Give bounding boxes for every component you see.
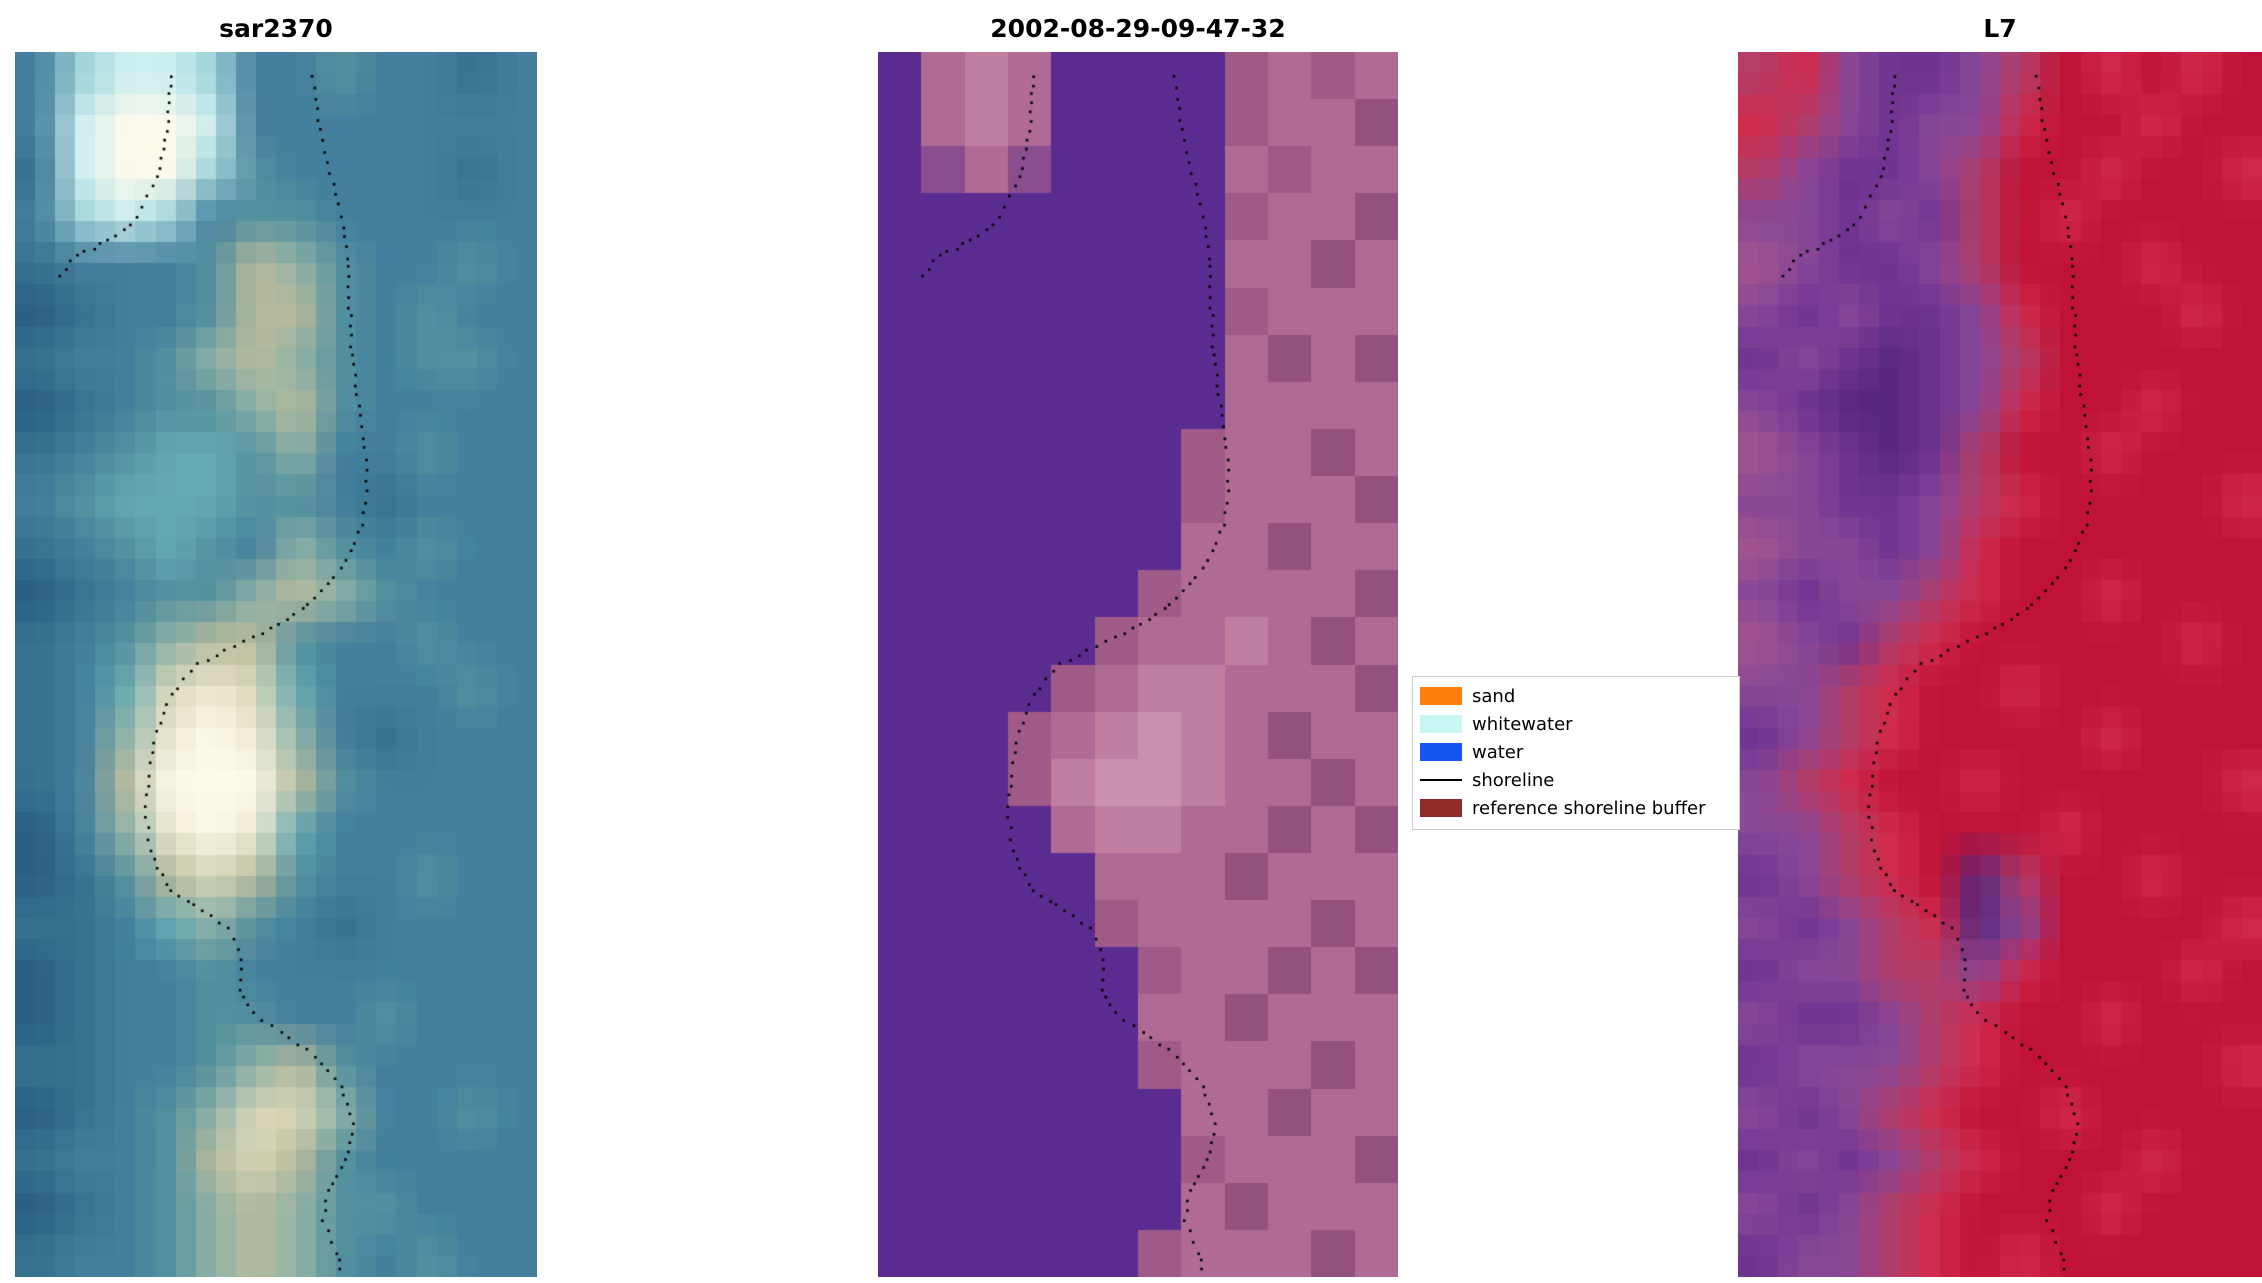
legend-label-whitewater: whitewater	[1472, 713, 1573, 735]
legend-item-shoreline: shoreline	[1420, 766, 1732, 794]
legend: sand whitewater water shoreline referenc…	[1412, 676, 1740, 830]
water-color-swatch	[1420, 743, 1462, 761]
legend-label-shoreline: shoreline	[1472, 769, 1555, 791]
legend-label-water: water	[1472, 741, 1524, 763]
classified-image-panel	[878, 52, 1398, 1277]
panel-title-l7: L7	[1983, 14, 2017, 43]
shoreline-line-swatch	[1420, 779, 1462, 781]
l7-image-panel	[1738, 52, 2262, 1277]
legend-item-reference-shoreline-buffer: reference shoreline buffer	[1420, 794, 1732, 822]
panel-title-timestamp: 2002-08-29-09-47-32	[990, 14, 1286, 43]
panel-title-sar2370: sar2370	[219, 14, 333, 43]
sar-image-panel	[15, 52, 537, 1277]
sand-color-swatch	[1420, 687, 1462, 705]
legend-item-sand: sand	[1420, 682, 1732, 710]
legend-item-water: water	[1420, 738, 1732, 766]
reference-buffer-color-swatch	[1420, 799, 1462, 817]
legend-label-sand: sand	[1472, 685, 1516, 707]
legend-label-reference-shoreline-buffer: reference shoreline buffer	[1472, 797, 1706, 819]
whitewater-color-swatch	[1420, 715, 1462, 733]
legend-item-whitewater: whitewater	[1420, 710, 1732, 738]
